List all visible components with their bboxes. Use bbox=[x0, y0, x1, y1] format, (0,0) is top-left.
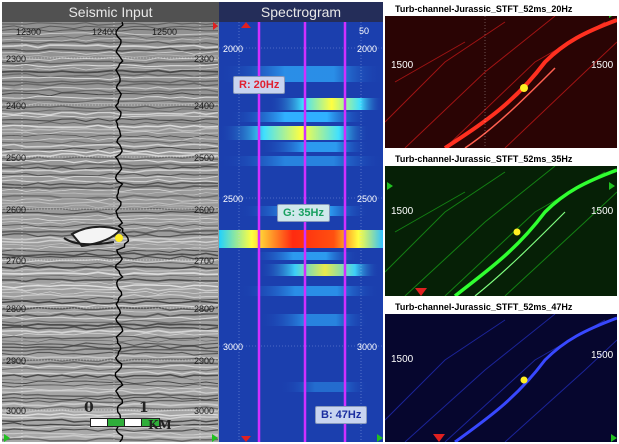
green-channel-label: G: 35Hz bbox=[277, 204, 330, 222]
depth-tick: 3000 bbox=[6, 406, 27, 416]
depth-tick: 2900 bbox=[6, 356, 27, 366]
stft-20hz-map bbox=[385, 2, 617, 148]
depth-tick-right: 2800 bbox=[194, 304, 215, 314]
stft-tick-left: 1500 bbox=[391, 354, 414, 365]
inline-tick: 12400 bbox=[92, 27, 118, 37]
scale-end-label: 1 bbox=[139, 400, 149, 416]
seismic-input-panel[interactable]: Seismic Input 12300 12400 12500 2300 240… bbox=[2, 2, 219, 442]
depth-tick-right: 3000 bbox=[194, 406, 215, 416]
depth-tick-right: 2600 bbox=[194, 205, 215, 215]
red-channel-label: R: 20Hz bbox=[233, 76, 286, 94]
stft-tick-left: 1500 bbox=[391, 60, 414, 71]
stft-title-47hz: Turb-channel-Jurassic_STFT_52ms_47Hz bbox=[385, 300, 617, 314]
stft-tick-left: 1500 bbox=[391, 206, 414, 217]
stft-panel-47hz[interactable]: Turb-channel-Jurassic_STFT_52ms_47Hz 150… bbox=[385, 300, 617, 442]
stft-title-35hz: Turb-channel-Jurassic_STFT_52ms_35Hz bbox=[385, 152, 617, 166]
depth-tick: 2500 bbox=[6, 153, 27, 163]
depth-tick: 3000 bbox=[223, 342, 244, 352]
scale-bar bbox=[90, 418, 160, 427]
depth-tick-right: 2400 bbox=[194, 101, 215, 111]
inline-tick: 12300 bbox=[16, 27, 42, 37]
depth-tick-right: 2500 bbox=[357, 194, 378, 204]
seismic-section-image bbox=[2, 2, 219, 442]
stft-35hz-map bbox=[385, 152, 617, 296]
depth-tick: 2000 bbox=[223, 44, 244, 54]
inline-tick: 12500 bbox=[152, 27, 178, 37]
stft-tick-right: 1500 bbox=[591, 60, 614, 71]
seismic-panel-title: Seismic Input bbox=[2, 2, 219, 22]
stft-panel-20hz[interactable]: Turb-channel-Jurassic_STFT_52ms_20Hz 150… bbox=[385, 2, 617, 148]
depth-tick: 2700 bbox=[6, 256, 27, 266]
depth-tick: 2800 bbox=[6, 304, 27, 314]
depth-tick: 2400 bbox=[6, 101, 27, 111]
depth-tick: 2300 bbox=[6, 54, 27, 64]
depth-tick-right: 2900 bbox=[194, 356, 215, 366]
scale-start-label: 0 bbox=[84, 400, 94, 416]
stft-title-20hz: Turb-channel-Jurassic_STFT_52ms_20Hz bbox=[385, 2, 617, 16]
depth-tick-right: 2300 bbox=[194, 54, 215, 64]
depth-tick-right: 2500 bbox=[194, 153, 215, 163]
depth-tick: 2600 bbox=[6, 205, 27, 215]
blue-channel-label: B: 47Hz bbox=[315, 406, 368, 424]
spectrogram-panel[interactable]: Spectrogram 50 2000 2500 3000 2000 2500 … bbox=[219, 2, 383, 442]
spectrogram-image bbox=[219, 2, 383, 442]
stft-panel-35hz[interactable]: Turb-channel-Jurassic_STFT_52ms_35Hz 150… bbox=[385, 152, 617, 296]
scale-unit-label: KM bbox=[148, 418, 172, 432]
stft-47hz-map bbox=[385, 300, 617, 442]
depth-tick: 2500 bbox=[223, 194, 244, 204]
stft-tick-right: 1500 bbox=[591, 206, 614, 217]
stft-tick-right: 1500 bbox=[591, 350, 614, 361]
depth-tick-right: 2000 bbox=[357, 44, 378, 54]
frequency-tick: 50 bbox=[359, 26, 370, 36]
depth-tick-right: 2700 bbox=[194, 256, 215, 266]
spectrogram-panel-title: Spectrogram bbox=[219, 2, 383, 22]
depth-tick-right: 3000 bbox=[357, 342, 378, 352]
